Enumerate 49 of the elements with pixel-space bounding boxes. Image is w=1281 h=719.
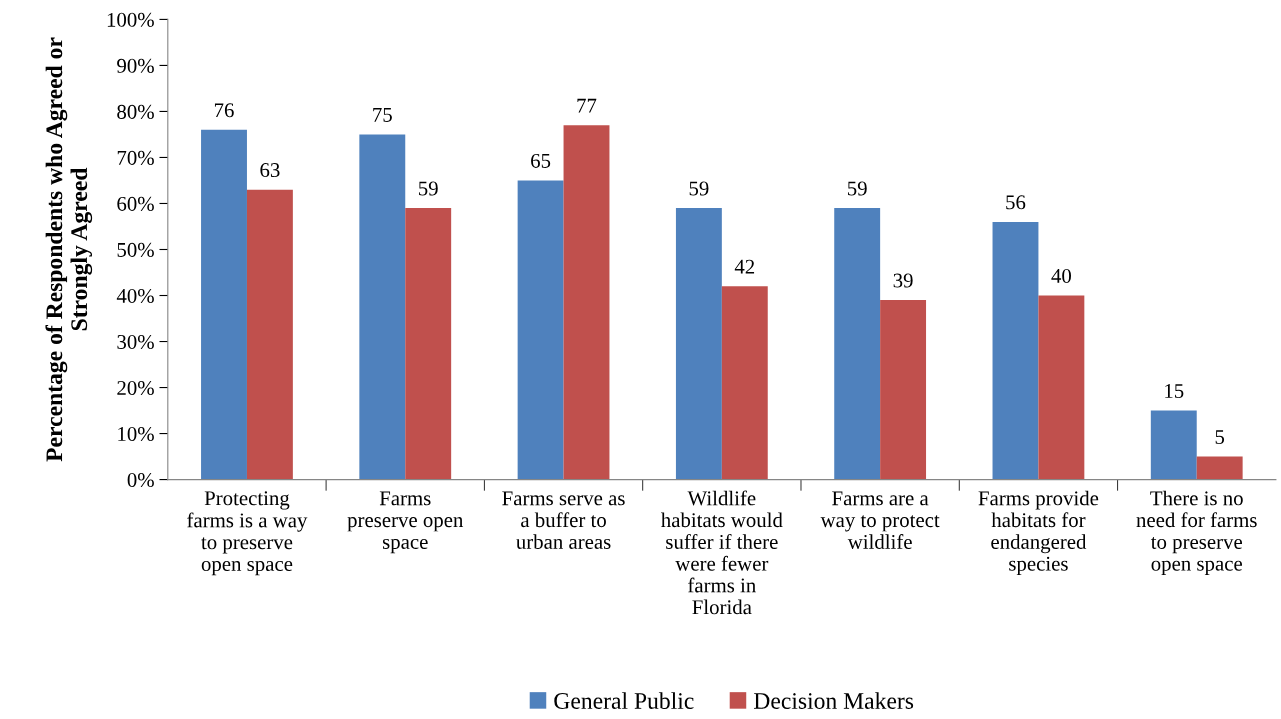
x-tick-label: Wildlife habitats would suffer if there were fewer farms in Florida: [661, 490, 783, 615]
data-label: 56: [1006, 195, 1026, 210]
x-tick-label: Farms provide habitats for endangered species: [978, 490, 1099, 575]
y-tick-label: 30%: [117, 334, 154, 350]
x-tick-label: Farms are a way to protect wildlife: [820, 491, 940, 549]
data-label: 77: [577, 98, 597, 113]
legend-label: General Public: [554, 692, 694, 709]
bar: [880, 300, 927, 480]
bar: [1196, 456, 1243, 480]
data-label: 59: [419, 181, 438, 196]
y-tick-label: 90%: [117, 58, 154, 73]
bar: [1038, 295, 1085, 480]
bar: [517, 180, 564, 480]
x-tick-label: Farms preserve open space: [347, 491, 464, 554]
data-label: 40: [1051, 268, 1072, 283]
data-label: 59: [689, 181, 709, 196]
bar: [721, 286, 768, 480]
y-tick-label: 70%: [117, 150, 154, 165]
y-axis-title: Percentage of Respondents who Agreed or Strongly Agreed: [45, 37, 93, 462]
data-label: 65: [531, 153, 551, 168]
bar: [359, 134, 406, 480]
y-tick-label: 10%: [118, 426, 154, 442]
data-label: 76: [214, 103, 234, 118]
y-tick-label: 60%: [117, 196, 154, 211]
x-tick-label: Farms serve as a buffer to urban areas: [502, 491, 625, 549]
x-tick-label: There is no need for farms to preserve open space: [1136, 490, 1257, 575]
y-tick-label: 20%: [117, 380, 154, 396]
y-tick-label: 80%: [117, 104, 154, 119]
bar: [675, 208, 722, 480]
y-tick-label: 50%: [117, 242, 154, 257]
bar: [834, 208, 881, 480]
data-label: 63: [260, 163, 280, 178]
y-tick-label: 0%: [127, 472, 154, 488]
bar: [201, 129, 247, 480]
legend-label: Decision Makers: [754, 692, 914, 709]
y-tick-label: 40%: [116, 288, 154, 304]
data-label: 15: [1165, 384, 1184, 398]
bar: [405, 208, 452, 480]
x-tick-label: Protecting farms is a way to preserve open space: [187, 491, 308, 576]
bar: [992, 221, 1039, 480]
bar: [1150, 410, 1197, 480]
data-label: 5: [1215, 430, 1225, 444]
data-label: 75: [373, 108, 392, 122]
y-tick-label: 100%: [107, 12, 154, 27]
bar: [246, 189, 293, 480]
data-label: 39: [893, 273, 913, 288]
data-label: 59: [847, 181, 867, 196]
bar: [563, 125, 610, 480]
data-label: 42: [734, 259, 755, 274]
